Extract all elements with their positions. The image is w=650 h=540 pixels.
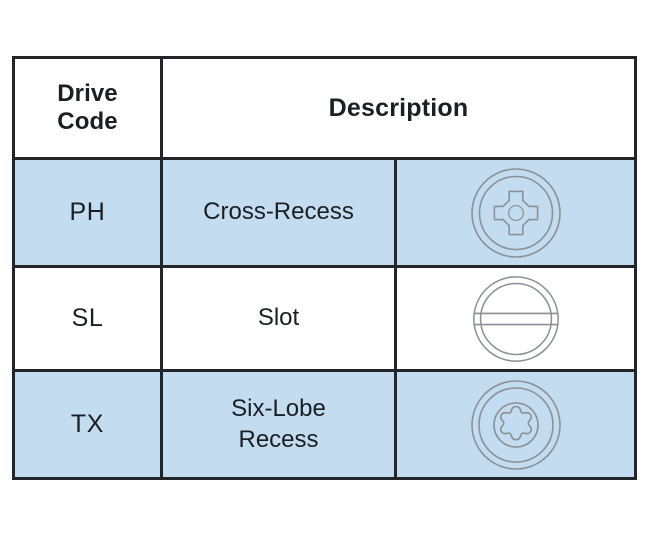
column-header-drive-code-line-2: Code — [57, 108, 118, 135]
cell-description-line-1: Six-Lobe — [231, 394, 326, 422]
table-body: PH Cross-Recess SL Slot — [12, 157, 638, 480]
cross-recess-screw-head-icon — [470, 167, 561, 258]
column-header-drive-code-line-1: Drive — [57, 80, 118, 108]
cell-description: Six-Lobe Recess — [160, 369, 397, 480]
slot-screw-head-icon — [472, 275, 559, 362]
column-header-drive-code: Drive Code — [12, 56, 163, 160]
cell-description-line-1: Slot — [257, 304, 300, 332]
cell-drive-code: SL — [12, 265, 163, 372]
table-header-row: Drive Code Description — [12, 56, 638, 160]
cell-description: Cross-Recess — [160, 157, 397, 268]
table-row: PH Cross-Recess — [12, 157, 638, 268]
cell-illustration — [393, 369, 638, 480]
table-row: TX Six-Lobe Recess — [12, 369, 638, 480]
cell-description: Slot — [160, 265, 397, 372]
cell-drive-code: TX — [12, 369, 163, 480]
table-row: SL Slot — [12, 265, 638, 372]
cell-description-line-2: Recess — [238, 425, 319, 453]
cell-description-line-1: Cross-Recess — [203, 198, 354, 226]
drive-code-table: Drive Code Description PH Cross-Recess — [12, 56, 638, 480]
cell-drive-code: PH — [12, 157, 163, 268]
six-lobe-recess-screw-head-icon — [470, 379, 561, 470]
column-header-description: Description — [159, 56, 638, 160]
table-header: Drive Code Description — [12, 56, 638, 160]
cell-illustration — [393, 157, 638, 268]
cell-illustration — [393, 265, 638, 372]
